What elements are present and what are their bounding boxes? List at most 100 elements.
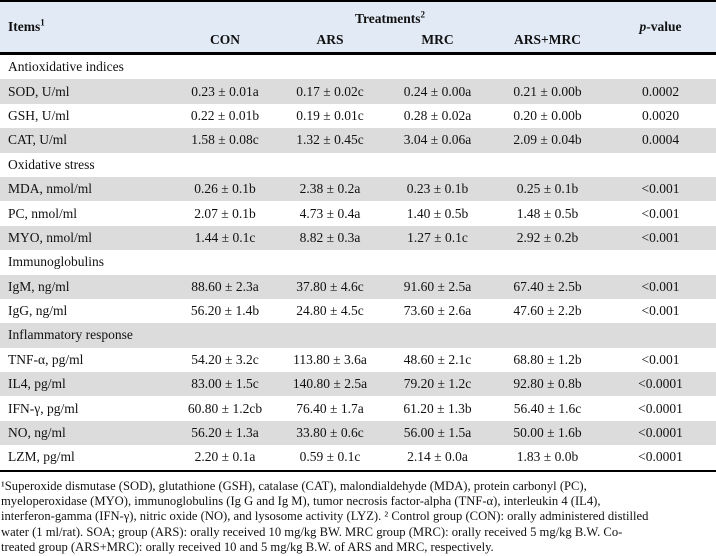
- value-cell: 1.58 ± 0.08c: [191, 132, 259, 148]
- results-table: Items1 Treatments2 CON ARS MRC ARS+MRC p…: [0, 0, 716, 472]
- value-cell: 0.23 ± 0.1b: [406, 181, 469, 197]
- pvalue-cell: <0.0001: [638, 376, 683, 392]
- row-label: NO, ng/ml: [8, 425, 66, 441]
- value-cell: 76.40 ± 1.7a: [296, 400, 364, 416]
- value-cell: 1.40 ± 0.5b: [406, 205, 469, 221]
- section-label: Oxidative stress: [8, 156, 95, 172]
- table-row: MDA, nmol/ml 0.26 ± 0.1b 2.38 ± 0.2a 0.23 ±…: [0, 176, 716, 202]
- value-cell: 48.60 ± 2.1c: [403, 351, 472, 367]
- column-header-con: CON: [210, 32, 240, 47]
- value-cell: 0.23 ± 0.01a: [191, 83, 259, 99]
- value-cell: 54.20 ± 3.2c: [191, 351, 259, 367]
- value-cell: 0.59 ± 0.1c: [299, 449, 361, 465]
- row-label: IgG, ng/ml: [8, 303, 68, 319]
- table-row: IFN-γ, pg/ml 60.80 ± 1.2cb 76.40 ± 1.7a 61.…: [0, 396, 716, 420]
- table-row: IgM, ng/ml 88.60 ± 2.3a 37.80 ± 4.6c 91.60 …: [0, 274, 716, 299]
- pvalue-cell: <0.0001: [638, 400, 683, 416]
- value-cell: 0.17 ± 0.02c: [296, 83, 364, 99]
- value-cell: 0.24 ± 0.00a: [403, 83, 472, 99]
- value-cell: 0.28 ± 0.02a: [403, 107, 472, 123]
- value-cell: 37.80 ± 4.6c: [296, 278, 364, 294]
- section-row: Antioxidative indices: [0, 55, 716, 79]
- pvalue-cell: <0.001: [641, 181, 680, 197]
- table-footnote: ¹Superoxide dismutase (SOD), glutathione…: [0, 479, 716, 556]
- footnote-line: treated group (ARS+MRC): orally received…: [1, 540, 494, 555]
- column-header-ars-mrc: ARS+MRC: [514, 32, 581, 47]
- table-row: CAT, U/ml 1.58 ± 0.08c 1.32 ± 0.45c 3.04 ± …: [0, 128, 716, 153]
- value-cell: 2.38 ± 0.2a: [299, 181, 361, 197]
- table-row: NO, ng/ml 56.20 ± 1.3a 33.80 ± 0.6c 56.00 ±…: [0, 420, 716, 446]
- pvalue-cell: 0.0002: [641, 83, 680, 99]
- value-cell: 47.60 ± 2.2b: [513, 303, 582, 319]
- footnote-line: myeloperoxidase (MYO), immunoglobulins (…: [1, 494, 601, 509]
- row-label: LZM, pg/ml: [8, 449, 75, 465]
- table-row: LZM, pg/ml 2.20 ± 0.1a 0.59 ± 0.1c 2.14 ± 0…: [0, 445, 716, 469]
- value-cell: 73.60 ± 2.6a: [403, 303, 472, 319]
- pvalue-cell: <0.001: [641, 351, 680, 367]
- value-cell: 4.73 ± 0.4a: [299, 205, 361, 221]
- table-row: TNF-α, pg/ml 54.20 ± 3.2c 113.80 ± 3.6a 48.…: [0, 348, 716, 372]
- row-label: IFN-γ, pg/ml: [8, 400, 79, 416]
- value-cell: 3.04 ± 0.06a: [403, 132, 472, 148]
- value-cell: 33.80 ± 0.6c: [296, 425, 364, 441]
- value-cell: 56.20 ± 1.4b: [190, 303, 260, 319]
- value-cell: 0.22 ± 0.01b: [190, 107, 260, 123]
- table-body: Antioxidative indices SOD, U/ml 0.23 ± 0.0…: [0, 55, 716, 472]
- table-row: GSH, U/ml 0.22 ± 0.01b 0.19 ± 0.01c 0.28 ± …: [0, 104, 716, 128]
- pvalue-cell: <0.001: [641, 303, 680, 319]
- pvalue-cell: <0.001: [641, 229, 680, 245]
- value-cell: 113.80 ± 3.6a: [293, 351, 367, 367]
- value-cell: 56.00 ± 1.5a: [403, 425, 472, 441]
- value-cell: 79.20 ± 1.2c: [403, 376, 472, 392]
- value-cell: 2.20 ± 0.1a: [194, 449, 256, 465]
- column-header-pvalue: p-value: [639, 19, 682, 34]
- footnote-line: ¹Superoxide dismutase (SOD), glutathione…: [1, 478, 587, 493]
- value-cell: 0.26 ± 0.1b: [194, 181, 256, 197]
- value-cell: 56.40 ± 1.6c: [513, 400, 582, 416]
- value-cell: 0.21 ± 0.00b: [513, 83, 582, 99]
- section-label: Antioxidative indices: [8, 59, 124, 75]
- value-cell: 1.27 ± 0.1c: [407, 229, 468, 245]
- value-cell: 61.20 ± 1.3b: [403, 400, 472, 416]
- section-label: Immunoglobulins: [8, 254, 105, 270]
- table-row: PC, nmol/ml 2.07 ± 0.1b 4.73 ± 0.4a 1.40 ± …: [0, 201, 716, 225]
- pvalue-cell: <0.001: [641, 205, 680, 221]
- row-label: MDA, nmol/ml: [8, 181, 93, 197]
- row-label: IgM, ng/ml: [8, 278, 70, 294]
- row-label: MYO, nmol/ml: [8, 229, 93, 245]
- value-cell: 1.83 ± 0.0b: [516, 449, 579, 465]
- value-cell: 92.80 ± 0.8b: [513, 376, 582, 392]
- pvalue-cell: <0.001: [641, 278, 680, 294]
- pvalue-cell: <0.0001: [638, 449, 683, 465]
- footnote-line: interferon-gamma (IFN-γ), nitric oxide (…: [1, 509, 649, 524]
- value-cell: 140.80 ± 2.5a: [292, 376, 368, 392]
- value-cell: 0.25 ± 0.1b: [516, 181, 579, 197]
- value-cell: 0.19 ± 0.01c: [296, 107, 364, 123]
- row-label: GSH, U/ml: [8, 107, 70, 123]
- footnote-line: water (1 ml/rat). SOA; group (ARS): oral…: [1, 524, 623, 539]
- value-cell: 68.80 ± 1.2b: [513, 351, 582, 367]
- value-cell: 2.09 ± 0.04b: [513, 132, 582, 148]
- value-cell: 2.14 ± 0.0a: [407, 449, 468, 465]
- pvalue-cell: 0.0004: [641, 132, 680, 148]
- row-label: CAT, U/ml: [8, 132, 68, 148]
- table-row: MYO, nmol/ml 1.44 ± 0.1c 8.82 ± 0.3a 1.27 ±…: [0, 225, 716, 251]
- table-row: IL4, pg/ml 83.00 ± 1.5c 140.80 ± 2.5a 79.20…: [0, 372, 716, 397]
- value-cell: 1.48 ± 0.5b: [516, 205, 579, 221]
- value-cell: 1.32 ± 0.45c: [296, 132, 364, 148]
- value-cell: 91.60 ± 2.5a: [403, 278, 472, 294]
- pvalue-cell: <0.0001: [638, 425, 683, 441]
- value-cell: 67.40 ± 2.5b: [513, 278, 582, 294]
- value-cell: 1.44 ± 0.1c: [194, 229, 256, 245]
- pvalue-cell: 0.0020: [641, 107, 680, 123]
- value-cell: 2.07 ± 0.1b: [194, 205, 256, 221]
- row-label: TNF-α, pg/ml: [8, 351, 84, 367]
- section-row: Immunoglobulins: [0, 250, 716, 274]
- section-row: Inflammatory response: [0, 323, 716, 348]
- row-label: SOD, U/ml: [8, 83, 70, 99]
- value-cell: 56.20 ± 1.3a: [191, 425, 259, 441]
- value-cell: 60.80 ± 1.2cb: [187, 400, 263, 416]
- value-cell: 24.80 ± 4.5c: [296, 303, 364, 319]
- value-cell: 83.00 ± 1.5c: [191, 376, 259, 392]
- section-label: Inflammatory response: [8, 327, 133, 343]
